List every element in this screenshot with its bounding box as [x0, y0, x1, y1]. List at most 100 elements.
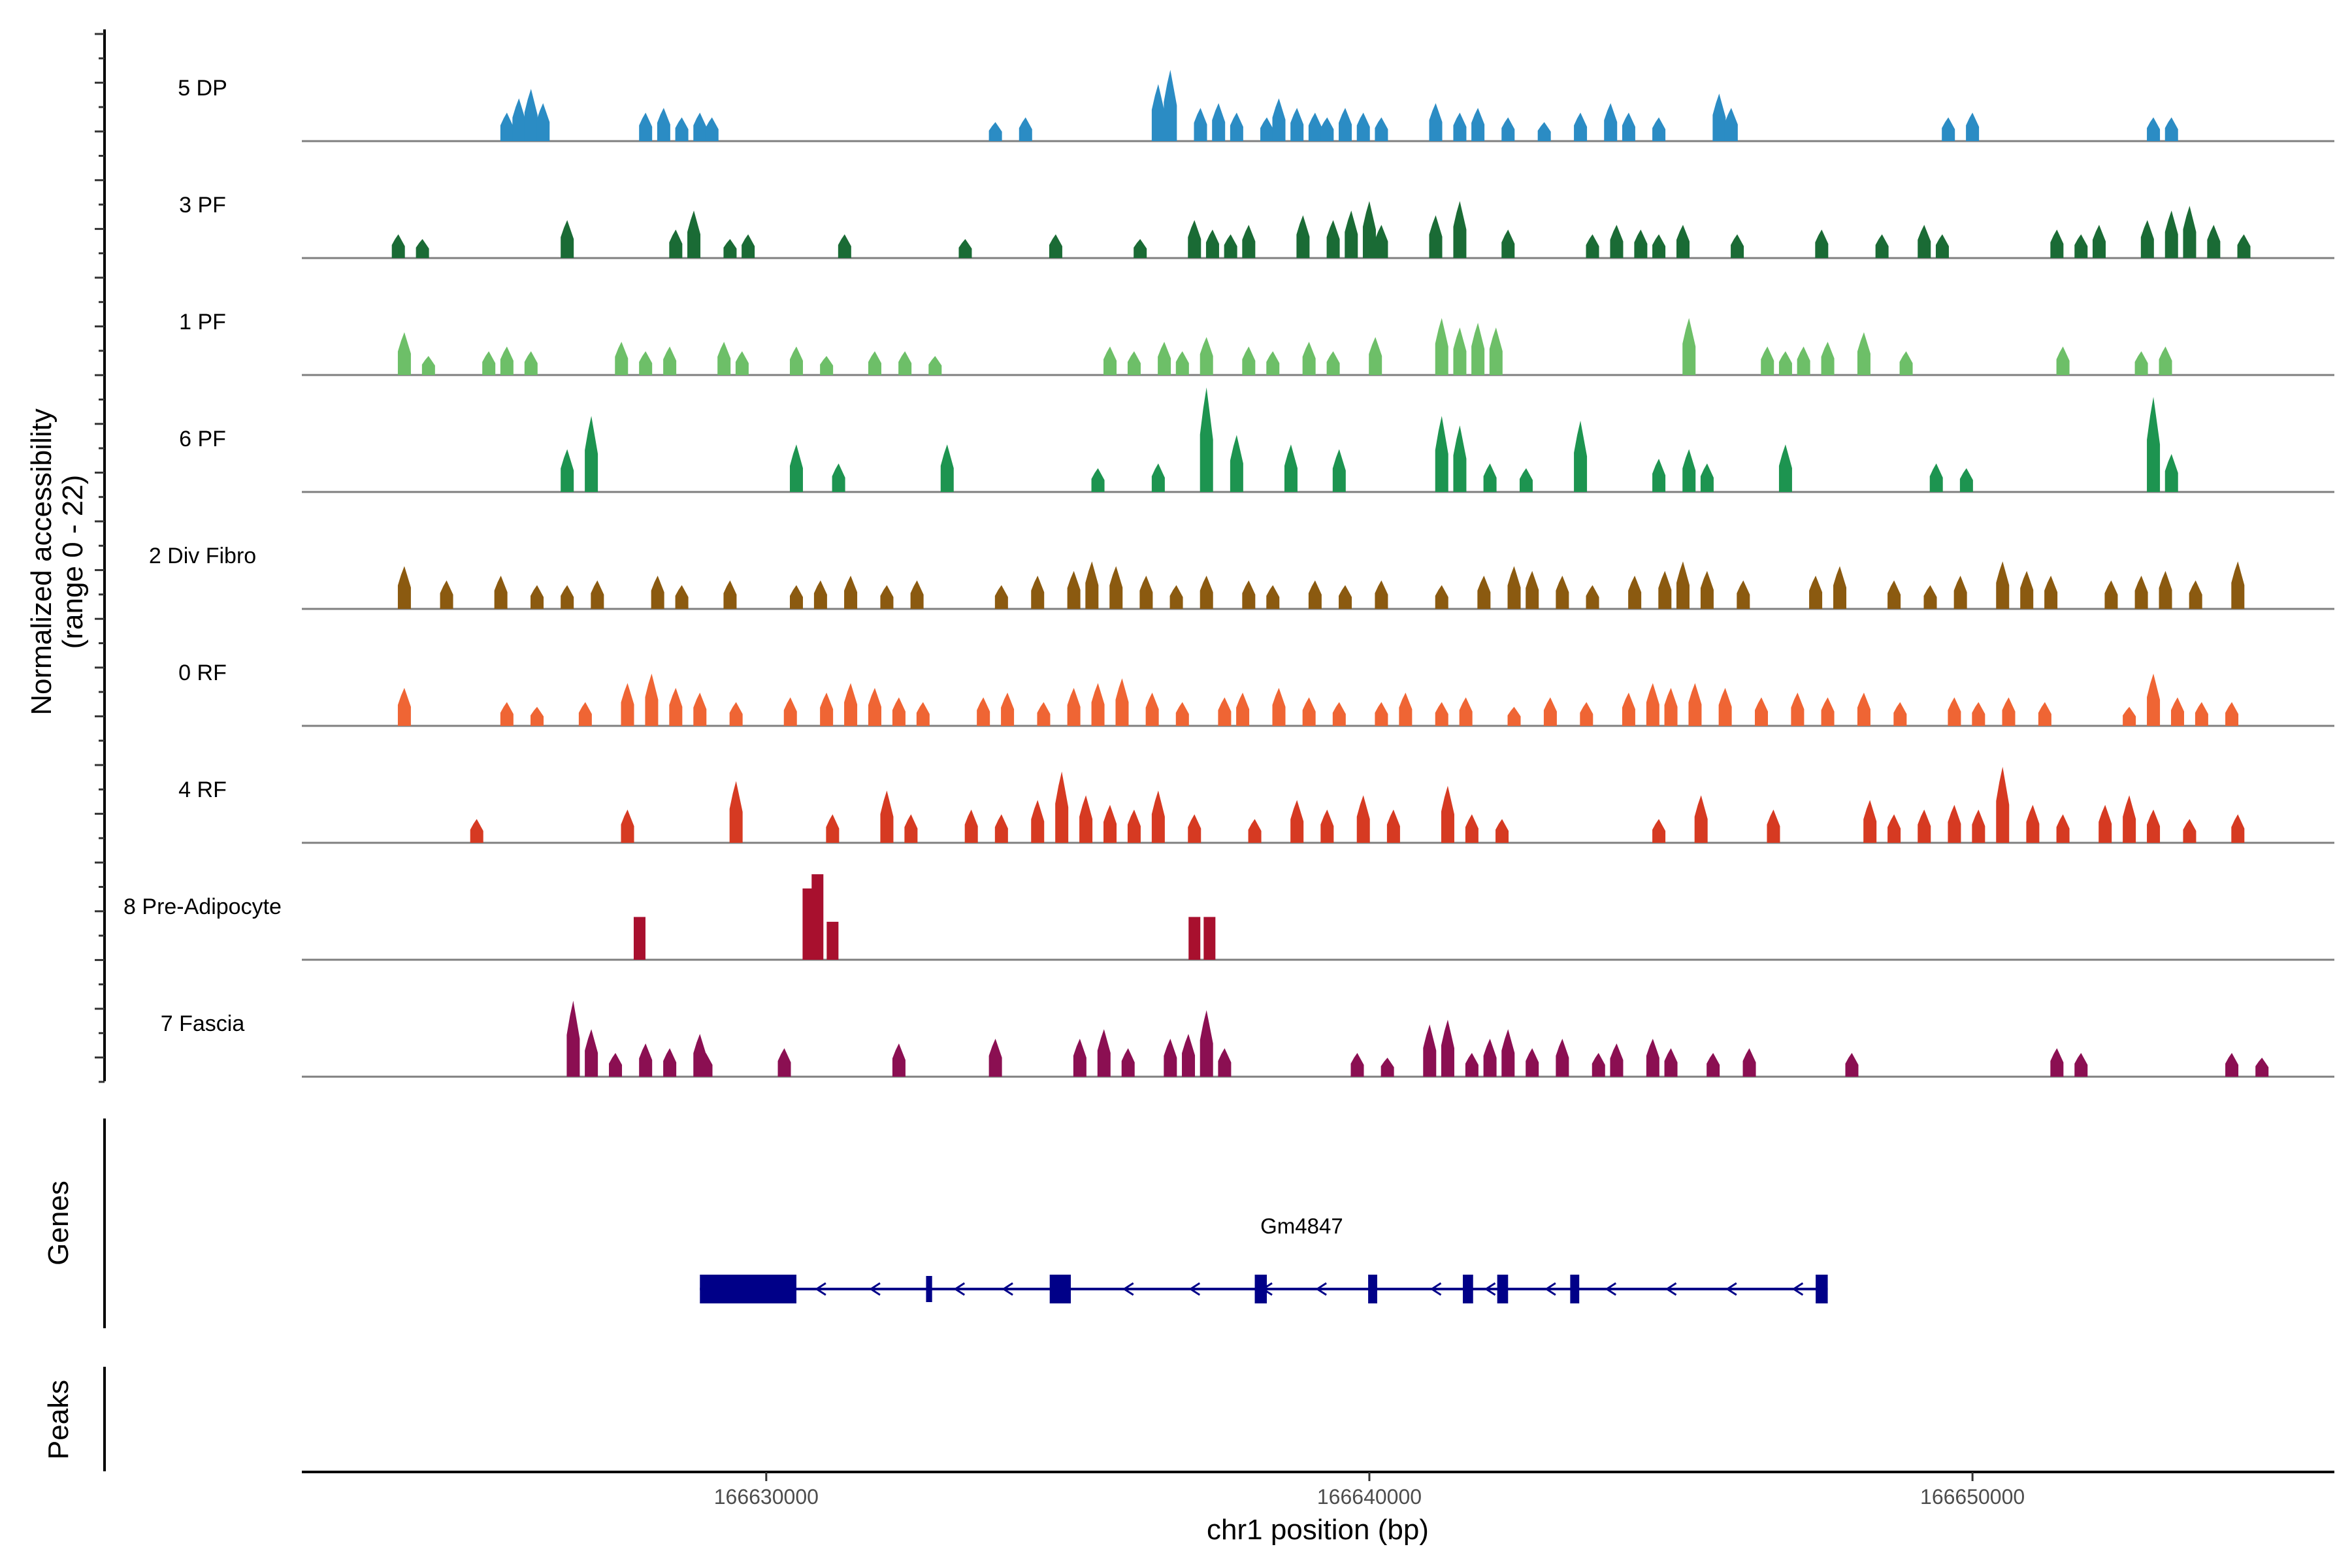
y-axis-title-line1: Normalized accessibility	[25, 408, 57, 715]
coverage-peak	[1682, 449, 1696, 492]
coverage-peak	[1797, 346, 1810, 375]
coverage-peak	[1272, 98, 1286, 141]
coverage-peak	[2231, 561, 2245, 609]
coverage-peak	[1694, 795, 1708, 843]
coverage-peak	[717, 342, 731, 375]
track-label: 8 Pre-Adipocyte	[123, 894, 282, 919]
genes-panel-label: Genes	[42, 1181, 74, 1266]
coverage-peak	[1918, 225, 1931, 258]
coverage-peak	[1272, 687, 1286, 726]
coverage-peak	[1477, 576, 1491, 609]
gene-track: Gm4847	[700, 1214, 1828, 1303]
coverage-peak	[1471, 108, 1485, 141]
coverage-peak	[397, 332, 411, 375]
coverage-peak	[1742, 1048, 1756, 1077]
gene-exon	[1254, 1275, 1267, 1303]
coverage-peak	[391, 234, 405, 258]
strand-arrow	[1484, 1282, 1496, 1296]
coverage-peak	[1700, 570, 1714, 609]
coverage-peak	[1833, 566, 1847, 609]
coverage-peak	[705, 117, 719, 141]
coverage-peak	[663, 346, 677, 375]
coverage-peak	[1091, 683, 1105, 726]
coverage-peak	[675, 585, 689, 609]
coverage-peak	[500, 346, 514, 375]
coverage-peak	[1972, 702, 1985, 726]
track-4-rf: 4 RF	[178, 766, 2334, 844]
coverage-peak	[2183, 819, 2197, 843]
track-label: 4 RF	[178, 777, 227, 802]
coverage-peak	[1164, 69, 1177, 141]
coverage-peak	[561, 449, 574, 492]
coverage-peak	[958, 238, 972, 258]
coverage-peak	[621, 809, 634, 843]
coverage-peak	[1501, 1029, 1515, 1077]
coverage-peak	[585, 1029, 598, 1077]
coverage-peak	[789, 444, 803, 492]
coverage-peak	[832, 463, 845, 492]
coverage-peak	[1501, 117, 1515, 141]
coverage-peak	[2123, 706, 2136, 726]
coverage-peak	[1526, 570, 1539, 609]
x-tick-label: 166630000	[714, 1485, 819, 1509]
coverage-peak	[1164, 1038, 1177, 1077]
coverage-peak	[1507, 706, 1521, 726]
coverage-peak	[1809, 576, 1823, 609]
track-3-pf: 3 PF	[179, 193, 2334, 259]
coverage-peak	[1966, 112, 1980, 141]
coverage-peak	[2159, 570, 2172, 609]
coverage-peak	[1948, 804, 1961, 843]
coverage-peak	[524, 351, 538, 375]
coverage-peak	[1483, 463, 1497, 492]
coverage-peak	[1953, 576, 1967, 609]
coverage-peak	[1356, 795, 1370, 843]
coverage-peak	[910, 580, 924, 609]
coverage-peak	[1350, 1053, 1364, 1077]
coverage-peak	[1188, 220, 1201, 258]
coverage-peak	[789, 346, 803, 375]
coverage-peak	[1375, 225, 1388, 258]
coverage-peak	[811, 874, 824, 960]
coverage-peak	[994, 585, 1008, 609]
coverage-peak	[1203, 917, 1216, 960]
coverage-peak	[1887, 814, 1901, 843]
track-6-pf: 6 PF	[179, 387, 2334, 493]
coverage-peak	[566, 1000, 580, 1077]
coverage-peak	[1067, 687, 1081, 726]
coverage-peak	[789, 585, 803, 609]
coverage-peak	[2189, 580, 2202, 609]
coverage-peak	[2104, 580, 2118, 609]
coverage-peak	[591, 580, 604, 609]
coverage-peak	[639, 112, 653, 141]
peaks-panel-label: Peaks	[42, 1380, 74, 1460]
coverage-peak	[1676, 561, 1690, 609]
coverage-peak	[1875, 234, 1889, 258]
coverage-peak	[615, 342, 629, 375]
coverage-peak	[531, 585, 544, 609]
gene-exon	[1570, 1275, 1580, 1303]
coverage-peak	[531, 706, 544, 726]
strand-arrow	[1315, 1282, 1327, 1296]
coverage-peak	[1707, 1053, 1720, 1077]
track-label: 7 Fascia	[161, 1011, 245, 1036]
coverage-peak	[578, 702, 592, 726]
track-label: 1 PF	[179, 310, 226, 335]
coverage-peak	[880, 585, 894, 609]
coverage-peak	[1386, 809, 1400, 843]
coverage-peak	[2195, 702, 2208, 726]
x-axis-title: chr1 position (bp)	[1207, 1514, 1429, 1546]
coverage-peak	[1182, 1034, 1196, 1077]
coverage-peak	[1646, 683, 1659, 726]
track-7-fascia: 7 Fascia	[161, 1000, 2334, 1078]
coverage-peak	[687, 210, 701, 258]
coverage-peak	[1224, 234, 1237, 258]
gene-exon	[926, 1276, 932, 1302]
coverage-peak	[1332, 449, 1346, 492]
coverage-peak	[1205, 229, 1219, 258]
coverage-peak	[1646, 1038, 1659, 1077]
coverage-peak	[1996, 766, 2010, 843]
coverage-peak	[1652, 117, 1666, 141]
coverage-peak	[2225, 702, 2239, 726]
coverage-peak	[1761, 346, 1774, 375]
coverage-peak	[1664, 1048, 1678, 1077]
